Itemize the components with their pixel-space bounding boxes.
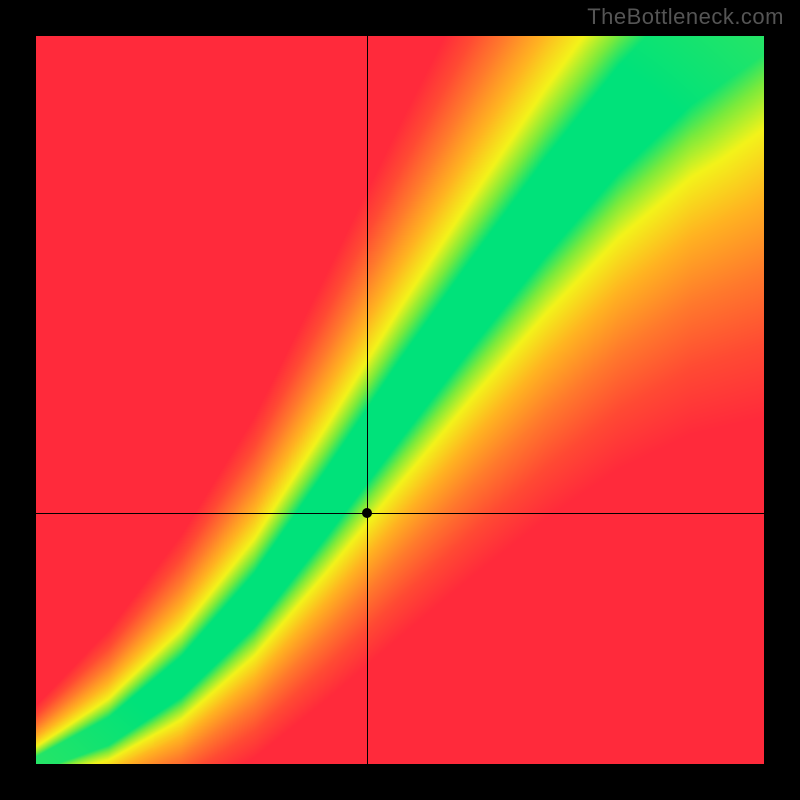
crosshair-marker — [362, 508, 372, 518]
crosshair-vertical — [367, 36, 368, 764]
watermark-text: TheBottleneck.com — [587, 4, 784, 30]
plot-area — [36, 36, 764, 764]
crosshair-horizontal — [36, 513, 764, 514]
bottleneck-heatmap — [36, 36, 764, 764]
